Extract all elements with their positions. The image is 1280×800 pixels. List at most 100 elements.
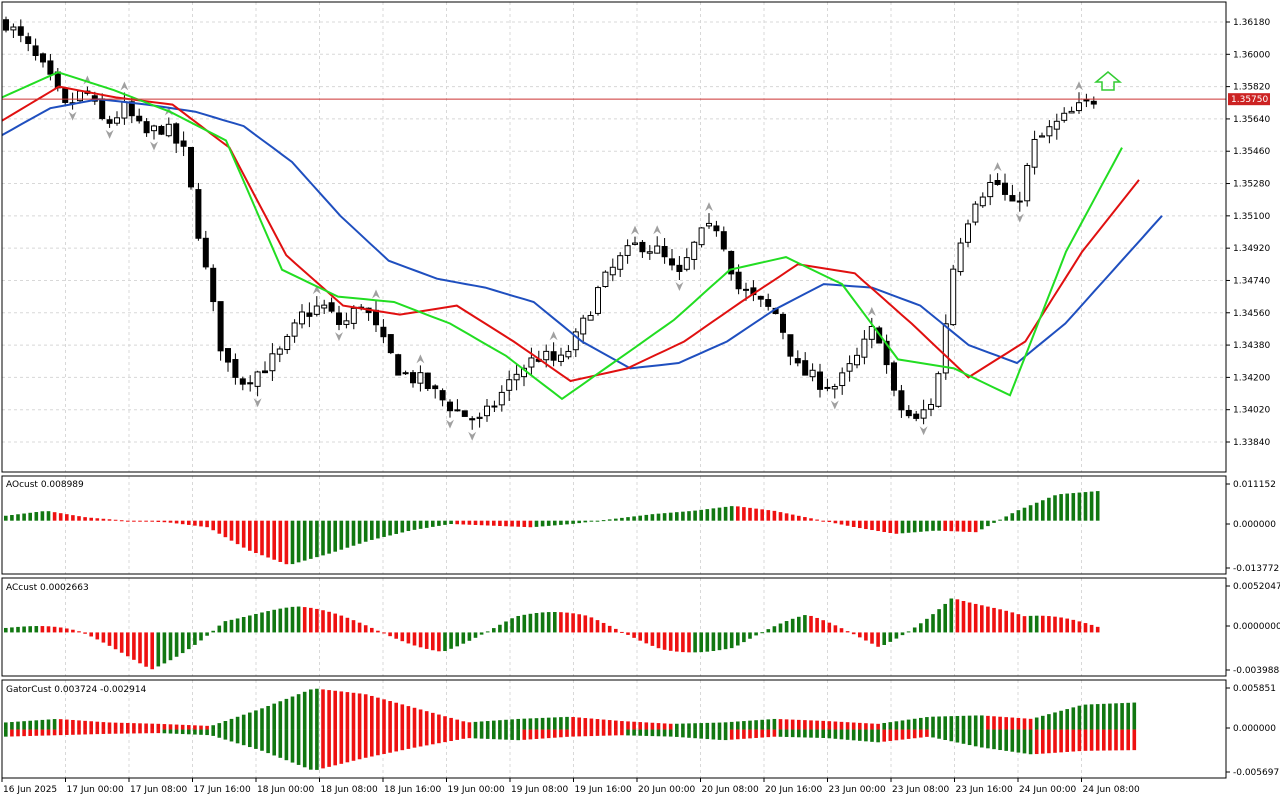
gator-upper-bar bbox=[949, 716, 954, 730]
gator-upper-bar bbox=[498, 720, 502, 730]
alligator-lips-line bbox=[1, 71, 1123, 401]
ac-bar bbox=[827, 622, 832, 633]
fractal-up-marker bbox=[705, 202, 713, 212]
ao-bar bbox=[412, 520, 417, 530]
gator-upper-bar bbox=[400, 704, 405, 730]
gator-lower-bar bbox=[467, 729, 472, 739]
ao-panel[interactable] bbox=[4, 491, 1100, 565]
gator-lower-bar bbox=[28, 729, 32, 736]
gator-lower-bar bbox=[626, 729, 630, 736]
gator-lower-bar bbox=[431, 729, 435, 745]
fractal-down-marker bbox=[830, 400, 839, 410]
ac-bar bbox=[284, 607, 289, 633]
gator-lower-bar bbox=[858, 729, 862, 741]
ac-bar bbox=[321, 610, 325, 633]
gator-upper-bar bbox=[864, 723, 868, 730]
gator-lower-bar bbox=[919, 729, 923, 738]
gator-upper-bar bbox=[485, 721, 490, 730]
gator-upper-bar bbox=[632, 721, 636, 730]
gator-lower-bar bbox=[1089, 729, 1094, 751]
ac-bar bbox=[16, 626, 20, 633]
bear-candle bbox=[994, 180, 1001, 185]
gator-upper-bar bbox=[748, 720, 752, 730]
gator-upper-bar bbox=[339, 691, 344, 730]
gator-lower-bar bbox=[193, 729, 197, 735]
gator-upper-bar bbox=[1047, 714, 1051, 730]
y-tick-label: 0.000000 bbox=[1233, 724, 1276, 734]
bull-candle bbox=[957, 242, 964, 273]
ao-bar bbox=[1059, 494, 1063, 521]
ac-bar bbox=[1071, 619, 1076, 633]
gator-upper-bar bbox=[382, 699, 386, 730]
ac-bar bbox=[833, 625, 838, 633]
y-tick-label: 1.35640 bbox=[1233, 115, 1270, 125]
ao-bar bbox=[973, 520, 978, 533]
ao-bar bbox=[65, 514, 69, 521]
price-panel[interactable] bbox=[1, 16, 1226, 441]
bear-candle bbox=[765, 299, 772, 307]
ao-bar bbox=[748, 507, 752, 521]
bull-candle bbox=[10, 26, 17, 31]
gator-lower-bar bbox=[906, 729, 911, 739]
gator-upper-bar bbox=[241, 714, 246, 730]
ao-bar bbox=[705, 509, 710, 521]
gator-lower-bar bbox=[772, 729, 777, 737]
bear-candle bbox=[883, 340, 890, 366]
ao-bar bbox=[309, 520, 313, 559]
gator-lower-bar bbox=[266, 729, 270, 754]
gator-upper-bar bbox=[1132, 702, 1137, 730]
bull-candle bbox=[920, 409, 927, 419]
gator-upper-bar bbox=[851, 722, 856, 730]
gator-lower-bar bbox=[955, 729, 960, 743]
ao-bar bbox=[894, 520, 899, 534]
gator-lower-bar bbox=[339, 729, 344, 764]
gator-upper-bar bbox=[10, 722, 14, 730]
bear-candle bbox=[210, 267, 217, 303]
gator-lower-bar bbox=[912, 729, 917, 739]
gator-upper-bar bbox=[388, 701, 392, 730]
bear-candle bbox=[898, 390, 905, 411]
gator-upper-bar bbox=[815, 720, 819, 730]
ac-bar bbox=[52, 626, 57, 633]
gator-upper-bar bbox=[1108, 703, 1112, 730]
ac-bar bbox=[327, 611, 331, 633]
ao-bar bbox=[790, 514, 795, 521]
ac-bar bbox=[888, 632, 893, 642]
gator-upper-bar bbox=[424, 711, 429, 730]
ac-bar bbox=[943, 603, 947, 633]
ac-bar bbox=[479, 632, 484, 635]
ac-bar bbox=[492, 628, 496, 633]
bull-candle bbox=[1046, 126, 1053, 137]
gator-lower-bar bbox=[248, 729, 252, 748]
ao-bar bbox=[34, 512, 39, 521]
bear-candle bbox=[720, 231, 727, 250]
gator-lower-bar bbox=[1004, 729, 1008, 751]
ac-bar bbox=[168, 632, 173, 661]
gator-lower-bar bbox=[119, 729, 124, 734]
bear-candle bbox=[794, 358, 801, 364]
gator-upper-bar bbox=[150, 723, 154, 730]
gator-upper-bar bbox=[912, 718, 917, 730]
gator-upper-bar bbox=[132, 723, 136, 730]
ao-bar bbox=[180, 520, 185, 525]
gator-lower-bar bbox=[864, 729, 868, 742]
gator-lower-bar bbox=[1041, 729, 1045, 754]
y-tick-label: 1.33840 bbox=[1233, 438, 1270, 448]
gator-upper-bar bbox=[894, 721, 899, 730]
ac-bar bbox=[1065, 618, 1069, 633]
ac-bar bbox=[437, 632, 441, 652]
ao-bar bbox=[833, 520, 838, 524]
ac-bar bbox=[199, 632, 203, 641]
ao-bar bbox=[949, 520, 954, 532]
ac-bar bbox=[815, 617, 819, 633]
fractal-up-marker bbox=[867, 306, 876, 316]
ao-bar bbox=[455, 520, 459, 525]
ac-panel[interactable] bbox=[4, 598, 1100, 670]
gator-panel[interactable] bbox=[4, 688, 1137, 770]
ac-bar bbox=[431, 632, 435, 651]
gator-upper-bar bbox=[992, 716, 996, 730]
bull-candle bbox=[1053, 120, 1060, 130]
gator-lower-bar bbox=[1016, 729, 1021, 753]
current-price-label: 1.35750 bbox=[1231, 95, 1268, 105]
bear-candle bbox=[99, 98, 106, 120]
